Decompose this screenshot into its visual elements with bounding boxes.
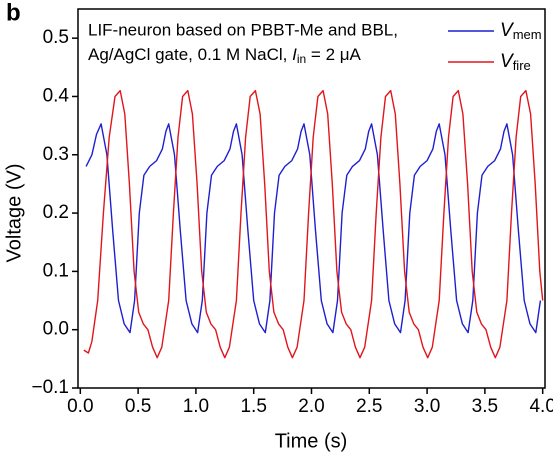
annotation-text: Ag/AgCl gate, 0.1 M NaCl,: [88, 45, 287, 64]
series-line: [85, 123, 542, 334]
series-line: [83, 89, 544, 359]
x-tick-label: 3.5: [472, 396, 498, 417]
y-tick-label: 0.3: [43, 144, 69, 165]
annotation: LIF-neuron based on PBBT-Me and BBL,: [88, 20, 398, 39]
panel-label: b: [6, 0, 21, 26]
x-tick-label: 0.5: [125, 396, 151, 417]
legend-label: Vfire: [500, 51, 531, 73]
y-tick-label: 0.1: [43, 260, 69, 281]
legend-subscript: fire: [513, 58, 531, 73]
x-tick-label: 0.0: [67, 396, 93, 417]
x-tick-label: 1.5: [240, 396, 266, 417]
legend-name: V: [500, 20, 515, 41]
legend-subscript: mem: [513, 27, 542, 42]
x-tick-label: 2.5: [356, 396, 382, 417]
y-axis-title: Voltage (V): [3, 164, 25, 263]
annotation-symbol: I: [292, 45, 297, 64]
x-tick-label: 3.0: [414, 396, 440, 417]
y-tick-label: 0.5: [43, 27, 69, 48]
x-tick-label: 2.0: [298, 396, 324, 417]
x-axis-title: Time (s): [275, 430, 348, 452]
y-tick-label: 0.2: [43, 202, 69, 223]
x-tick-label: 4.0: [529, 396, 553, 417]
legend-label: Vmem: [500, 20, 542, 42]
y-tick-label: 0.4: [43, 85, 70, 106]
legend-name: V: [500, 51, 515, 72]
annotation: Ag/AgCl gate, 0.1 M NaCl, Iin = 2 μA: [88, 45, 362, 66]
y-tick-label: −0.1: [31, 377, 69, 398]
x-tick-label: 1.0: [183, 396, 209, 417]
annotation-text: = 2 μA: [311, 45, 362, 64]
annotation-subscript: in: [297, 52, 306, 66]
plot-frame: [77, 8, 546, 389]
y-tick-label: 0.0: [43, 319, 69, 340]
